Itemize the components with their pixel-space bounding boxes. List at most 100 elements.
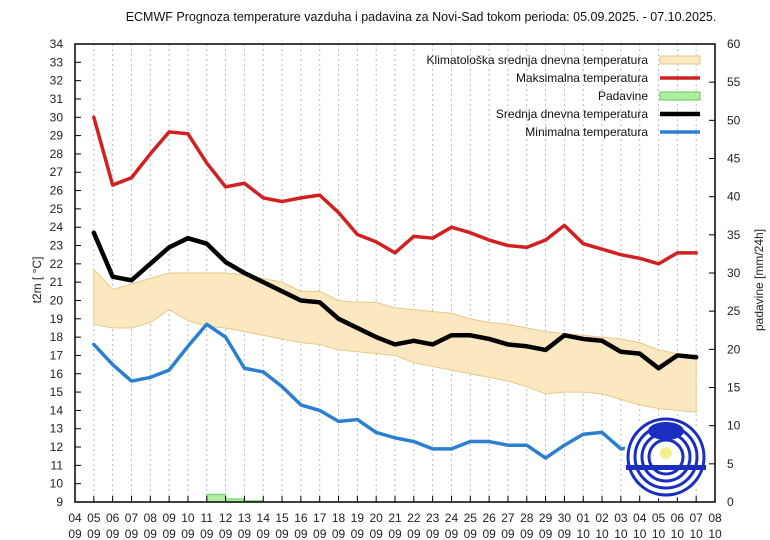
x-tick-day: 15 (275, 511, 289, 525)
y2-tick-label: 25 (727, 304, 741, 318)
y-tick-label: 24 (50, 220, 64, 234)
legend-label: Minimalna temperatura (525, 125, 648, 139)
y-tick-label: 29 (50, 129, 64, 143)
y2-tick-label: 60 (727, 37, 741, 51)
legend-label: Padavine (598, 89, 648, 103)
x-tick-day: 01 (577, 511, 591, 525)
y-tick-label: 19 (50, 312, 64, 326)
x-tick-day: 11 (201, 511, 214, 525)
x-tick-day: 30 (558, 511, 572, 525)
y2-tick-label: 45 (727, 152, 741, 166)
x-tick-day: 10 (181, 511, 195, 525)
x-tick-day: 18 (332, 511, 346, 525)
x-tick-day: 20 (369, 511, 383, 525)
x-tick-month: 09 (294, 527, 308, 540)
x-tick-day: 14 (257, 511, 271, 525)
legend-swatch-band (659, 55, 701, 65)
x-tick-month: 09 (313, 527, 327, 540)
x-tick-day: 08 (144, 511, 158, 525)
x-tick-month: 10 (708, 527, 722, 540)
y-tick-label: 16 (50, 367, 64, 381)
logo-water-line (626, 465, 706, 470)
x-tick-month: 09 (539, 527, 553, 540)
y-tick-label: 14 (50, 403, 64, 417)
x-tick-month: 09 (558, 527, 572, 540)
y-tick-label: 22 (50, 257, 64, 271)
x-tick-month: 09 (332, 527, 346, 540)
logo-cloud (648, 422, 684, 440)
x-tick-day: 08 (708, 511, 722, 525)
x-tick-month: 09 (351, 527, 365, 540)
y-tick-label: 30 (50, 110, 64, 124)
x-tick-month: 10 (633, 527, 647, 540)
x-tick-day: 28 (520, 511, 534, 525)
y2-tick-label: 30 (727, 266, 741, 280)
x-tick-month: 09 (238, 527, 252, 540)
y2-tick-label: 10 (727, 419, 741, 433)
climatology-band-layer (93, 268, 697, 413)
legend: Klimatološka srednja dnevna temperatura M… (427, 53, 701, 139)
x-tick-month: 10 (595, 527, 609, 540)
x-tick-day: 19 (351, 511, 365, 525)
x-tick-day: 22 (407, 511, 421, 525)
grid-lines (93, 44, 697, 502)
x-tick-month: 09 (388, 527, 402, 540)
x-tick-day: 17 (313, 511, 327, 525)
x-tick-day: 23 (426, 511, 440, 525)
x-tick-month: 09 (68, 527, 82, 540)
x-tick-month: 09 (407, 527, 421, 540)
x-tick-month: 10 (689, 527, 703, 540)
x-tick-day: 05 (652, 511, 666, 525)
y2-tick-label: 15 (727, 381, 741, 395)
legend-swatch-bar (659, 91, 701, 101)
x-tick-day: 05 (87, 511, 101, 525)
x-tick-month: 09 (257, 527, 271, 540)
y-tick-label: 10 (50, 477, 64, 491)
x-tick-day: 27 (501, 511, 515, 525)
x-tick-month: 09 (106, 527, 120, 540)
y-tick-label: 13 (50, 422, 64, 436)
y-tick-label: 12 (50, 440, 64, 454)
x-tick-month: 10 (614, 527, 628, 540)
temperature-lines (91, 115, 699, 469)
x-tick-day: 09 (162, 511, 176, 525)
precipitation-bar (206, 493, 227, 503)
x-tick-day: 04 (68, 511, 82, 525)
x-tick-month: 10 (577, 527, 591, 540)
x-tick-month: 10 (652, 527, 666, 540)
y2-tick-label: 50 (727, 113, 741, 127)
y-tick-label: 32 (50, 74, 64, 88)
y-tick-label: 18 (50, 330, 64, 344)
x-tick-day: 26 (482, 511, 496, 525)
y-tick-label: 9 (56, 495, 63, 509)
legend-label: Srednja dnevna temperatura (496, 107, 648, 121)
rhmz-logo-icon (624, 415, 708, 499)
x-tick-day: 16 (294, 511, 308, 525)
x-tick-day: 06 (671, 511, 685, 525)
x-tick-month: 09 (87, 527, 101, 540)
y-tick-label: 34 (50, 37, 64, 51)
x-tick-month: 09 (426, 527, 440, 540)
x-tick-day: 04 (633, 511, 647, 525)
y-tick-label: 23 (50, 239, 64, 253)
x-tick-month: 09 (181, 527, 195, 540)
x-axis-ticks: 04 09 05 09 06 09 07 09 08 09 09 09 10 09 11 09 12 09 13 09… (68, 496, 722, 540)
y2-tick-label: 20 (727, 342, 741, 356)
x-tick-day: 13 (238, 511, 252, 525)
x-tick-month: 09 (162, 527, 176, 540)
y2-tick-label: 55 (727, 75, 741, 89)
x-tick-month: 09 (482, 527, 496, 540)
y-tick-label: 26 (50, 184, 64, 198)
legend-label: Maksimalna temperatura (516, 71, 648, 85)
x-tick-day: 07 (125, 511, 139, 525)
x-tick-month: 09 (445, 527, 459, 540)
x-tick-day: 21 (388, 511, 402, 525)
x-tick-month: 09 (219, 527, 233, 540)
logo-sun (660, 447, 672, 459)
x-tick-day: 07 (689, 511, 703, 525)
x-tick-month: 09 (144, 527, 158, 540)
y2-tick-label: 40 (727, 190, 741, 204)
x-tick-day: 25 (464, 511, 478, 525)
y-tick-label: 17 (50, 348, 64, 362)
y2-tick-label: 35 (727, 228, 741, 242)
